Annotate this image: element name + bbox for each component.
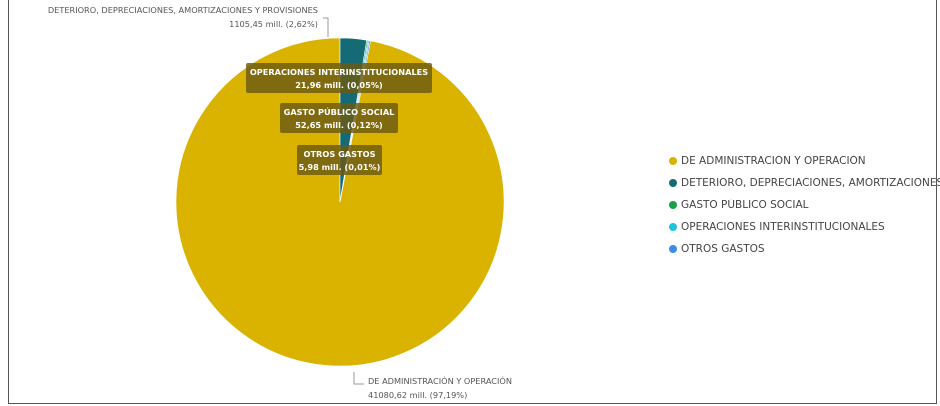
legend-item[interactable]: DETERIORO, DEPRECIACIONES, AMORTIZACIONE… [669,172,940,194]
legend-dot-icon [669,201,677,209]
data-label-box [280,103,398,133]
data-label-name: GASTO PÚBLICO SOCIAL [284,106,395,117]
data-label-value: 52,65 mill. (0,12%) [295,120,383,130]
legend-label: GASTO PÚBLICO SOCIAL [681,199,809,211]
legend-item[interactable]: DE ADMINISTRACIÓN Y OPERACIÓN [669,150,940,172]
data-label-value: 21,96 mill. (0,05%) [295,80,383,90]
leader-line [353,372,364,385]
data-label-box [246,63,432,93]
legend-label: DETERIORO, DEPRECIACIONES, AMORTIZACIONE… [681,177,940,189]
legend-item[interactable]: GASTO PÚBLICO SOCIAL [669,194,940,216]
data-label-value: 5,98 mill. (0,01%) [299,162,381,172]
legend: DE ADMINISTRACIÓN Y OPERACIÓN DETERIORO,… [669,150,940,260]
legend-item[interactable]: OTROS GASTOS [669,238,940,260]
legend-dot-icon [669,223,677,231]
data-label-value: 1105,45 mill. (2,62%) [229,19,318,29]
data-label-name: DE ADMINISTRACIÓN Y OPERACIÓN [368,375,512,386]
leader-line [323,17,329,37]
data-label-value: 41080,62 mill. (97,19%) [368,390,467,400]
legend-item[interactable]: OPERACIONES INTERINSTITUCIONALES [669,216,940,238]
legend-dot-icon [669,245,677,253]
legend-dot-icon [669,179,677,187]
data-label-box [297,145,382,175]
legend-label: DE ADMINISTRACIÓN Y OPERACIÓN [681,155,866,167]
legend-label: OPERACIONES INTERINSTITUCIONALES [681,221,885,233]
legend-dot-icon [669,157,677,165]
legend-label: OTROS GASTOS [681,243,765,255]
data-label-name: DETERIORO, DEPRECIACIONES, AMORTIZACIONE… [48,5,318,15]
data-label-name: OTROS GASTOS [304,149,376,159]
data-label-name: OPERACIONES INTERINSTITUCIONALES [250,67,428,77]
